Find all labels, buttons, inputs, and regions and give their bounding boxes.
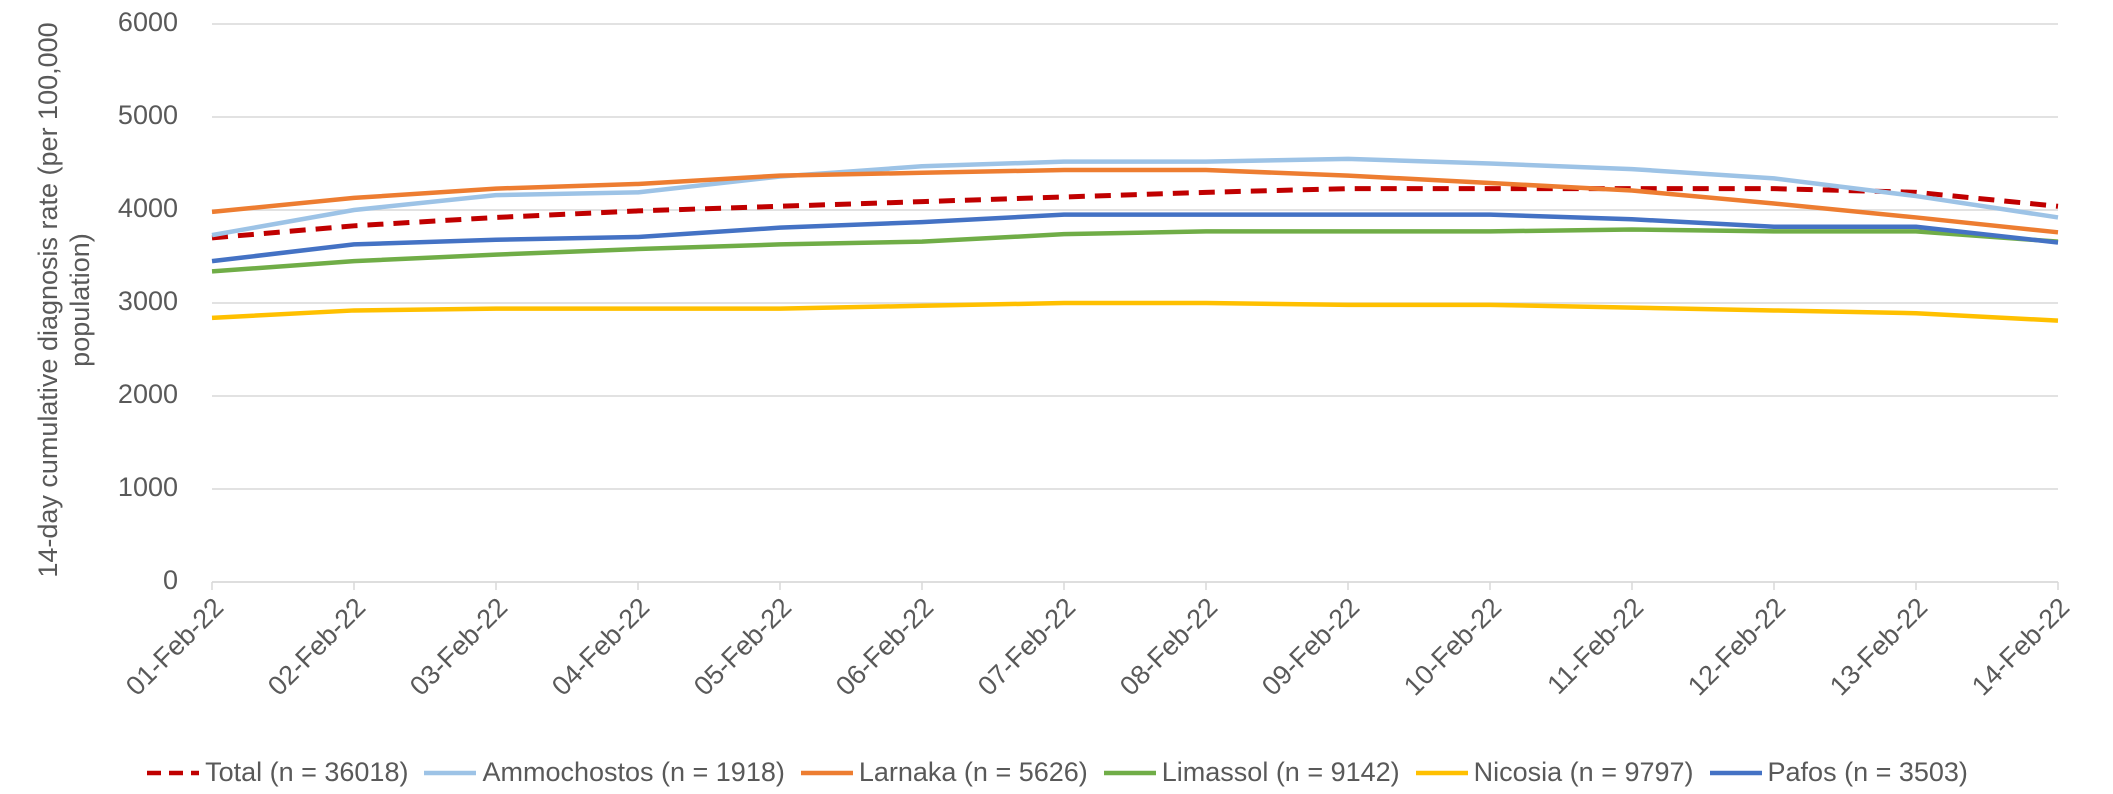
legend-label: Ammochostos (n = 1918)	[482, 757, 785, 787]
legend-swatch	[1709, 770, 1762, 775]
y-tick-label: 2000	[118, 379, 178, 409]
legend-item: Larnaka (n = 5626)	[799, 757, 1088, 788]
x-tick-label: 14-Feb-22	[1966, 592, 2075, 701]
series-line	[211, 227, 2059, 274]
x-tick-label: 08-Feb-22	[1114, 592, 1223, 701]
y-tick-label: 0	[163, 565, 178, 595]
x-tick-label: 02-Feb-22	[262, 592, 371, 701]
legend-item: Ammochostos (n = 1918)	[422, 757, 785, 788]
y-tick-label: 5000	[118, 100, 178, 130]
legend-label: Pafos (n = 3503)	[1767, 757, 1968, 787]
x-tick-label: 05-Feb-22	[688, 592, 797, 701]
y-tick-label: 4000	[118, 193, 178, 223]
x-tick-label: 07-Feb-22	[972, 592, 1081, 701]
legend-swatch	[1415, 770, 1468, 775]
y-tick-label: 6000	[118, 7, 178, 37]
x-tick-label: 12-Feb-22	[1682, 592, 1791, 701]
y-tick-label: 1000	[118, 472, 178, 502]
legend-label: Nicosia (n = 9797)	[1473, 757, 1694, 787]
series-line	[211, 156, 2059, 238]
legend-item: Pafos (n = 3503)	[1708, 757, 1968, 788]
x-tick-label: 06-Feb-22	[830, 592, 939, 701]
legend-label: Larnaka (n = 5626)	[858, 757, 1088, 787]
series-line	[211, 186, 2059, 241]
y-axis-label: 14-day cumulative diagnosis rate (per 10…	[33, 22, 95, 578]
legend-item: Total (n = 36018)	[145, 757, 408, 788]
x-tick-label: 13-Feb-22	[1824, 592, 1933, 701]
x-tick-label: 01-Feb-22	[120, 592, 229, 701]
x-tick-label: 04-Feb-22	[546, 592, 655, 701]
legend: Total (n = 36018) Ammochostos (n = 1918) L…	[0, 757, 2113, 788]
x-tick-label: 09-Feb-22	[1256, 592, 1365, 701]
legend-item: Limassol (n = 9142)	[1102, 757, 1400, 788]
x-tick-label: 11-Feb-22	[1541, 592, 1649, 700]
x-tick-label: 10-Feb-22	[1398, 592, 1507, 701]
series-line	[211, 167, 2059, 235]
legend-swatch	[147, 770, 200, 775]
series-line	[211, 300, 2059, 323]
x-tick-label: 03-Feb-22	[404, 592, 513, 701]
legend-swatch	[800, 770, 853, 775]
legend-swatch	[1103, 770, 1156, 775]
legend-swatch	[424, 770, 477, 775]
plot-area: 0 1000 2000 3000 4000 5000 6000 01-Feb-22 02-Feb…	[118, 7, 2075, 701]
y-tick-label: 3000	[118, 286, 178, 316]
series-line	[211, 212, 2059, 264]
legend-label: Limassol (n = 9142)	[1161, 757, 1400, 787]
legend-item: Nicosia (n = 9797)	[1414, 757, 1694, 788]
legend-label: Total (n = 36018)	[205, 757, 409, 787]
